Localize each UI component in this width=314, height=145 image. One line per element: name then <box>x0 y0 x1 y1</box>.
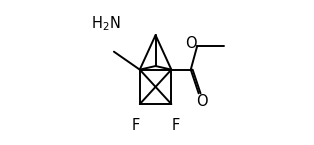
Text: F: F <box>171 118 180 133</box>
Text: F: F <box>131 118 140 133</box>
Text: O: O <box>185 36 197 51</box>
Text: O: O <box>196 94 207 109</box>
Text: H$_2$N: H$_2$N <box>91 14 121 33</box>
